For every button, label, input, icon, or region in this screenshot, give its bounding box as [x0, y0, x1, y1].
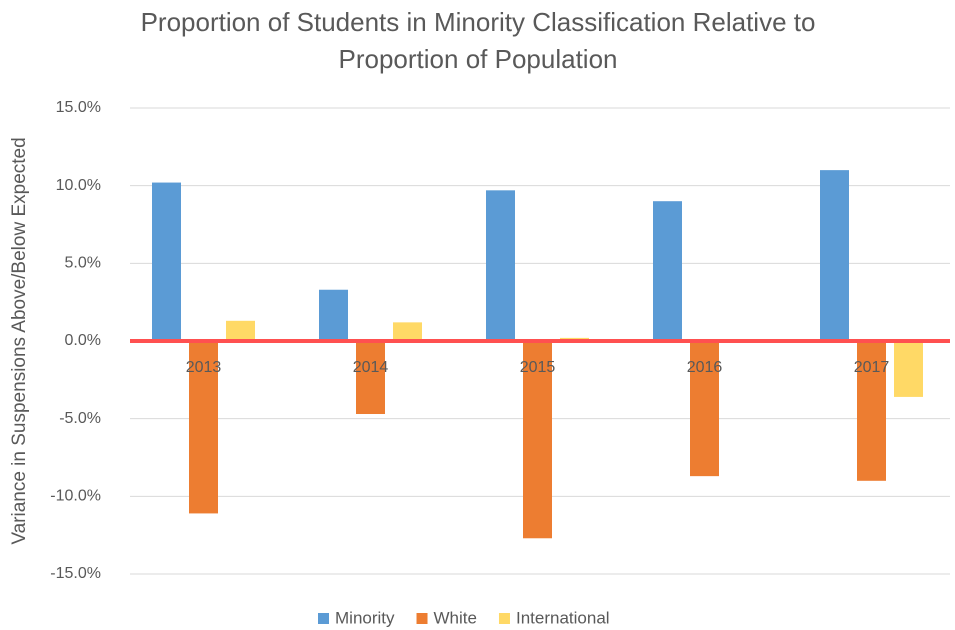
- y-axis-title: Variance in Suspensions Above/Below Expe…: [9, 137, 30, 544]
- bar: [523, 341, 552, 539]
- bar: [894, 341, 923, 397]
- legend-label: White: [434, 608, 477, 627]
- bar: [857, 341, 886, 481]
- bar: [690, 341, 719, 477]
- x-tick-label: 2015: [520, 359, 556, 376]
- legend-label: International: [516, 608, 610, 627]
- bar: [226, 320, 255, 341]
- bar: [152, 182, 181, 341]
- chart-title: Proportion of Students in Minority Class…: [141, 7, 816, 37]
- legend-label: Minority: [335, 608, 395, 627]
- legend-swatch: [498, 613, 510, 624]
- y-tick-label: -15.0%: [50, 565, 101, 582]
- y-tick-label: -5.0%: [59, 410, 101, 427]
- x-tick-label: 2013: [186, 359, 222, 376]
- y-tick-label: 10.0%: [56, 177, 101, 194]
- y-tick-label: 0.0%: [65, 332, 101, 349]
- x-tick-label: 2016: [687, 359, 723, 376]
- legend-swatch: [318, 613, 329, 624]
- bar: [820, 170, 849, 341]
- bar: [319, 289, 348, 341]
- bar: [653, 201, 682, 341]
- x-tick-label: 2014: [353, 359, 389, 376]
- bar: [486, 190, 515, 341]
- y-tick-label: -10.0%: [50, 488, 101, 505]
- y-tick-label: 15.0%: [56, 99, 101, 116]
- bar: [356, 341, 385, 415]
- bar: [189, 341, 218, 514]
- y-tick-label: 5.0%: [65, 255, 101, 272]
- bar: [393, 322, 422, 341]
- chart-title: Proportion of Population: [339, 44, 618, 74]
- x-tick-label: 2017: [854, 359, 890, 376]
- legend-swatch: [416, 613, 428, 624]
